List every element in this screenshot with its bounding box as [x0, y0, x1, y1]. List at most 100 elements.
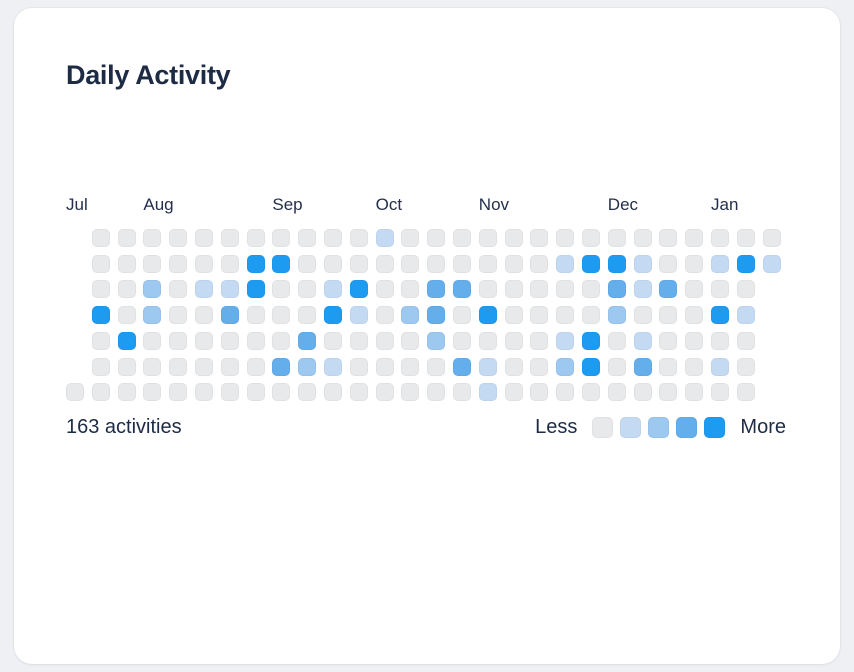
heatmap-cell[interactable] — [349, 357, 368, 376]
heatmap-cell[interactable] — [220, 331, 239, 350]
heatmap-cell[interactable] — [117, 280, 136, 299]
heatmap-cell[interactable] — [349, 280, 368, 299]
heatmap-cell[interactable] — [607, 383, 626, 402]
heatmap-cell[interactable] — [401, 254, 420, 273]
heatmap-cell[interactable] — [607, 357, 626, 376]
heatmap-cell[interactable] — [504, 306, 523, 325]
heatmap-cell[interactable] — [375, 357, 394, 376]
heatmap-cell[interactable] — [349, 229, 368, 247]
heatmap-cell[interactable] — [246, 357, 265, 376]
heatmap-cell[interactable] — [633, 254, 652, 273]
heatmap-cell[interactable] — [375, 306, 394, 325]
heatmap-cell[interactable] — [685, 331, 704, 350]
heatmap-cell[interactable] — [607, 280, 626, 299]
heatmap-cell[interactable] — [324, 357, 342, 376]
heatmap-cell[interactable] — [195, 383, 213, 402]
heatmap-cell[interactable] — [324, 383, 342, 402]
heatmap-cell[interactable] — [427, 331, 446, 350]
heatmap-cell[interactable] — [736, 357, 755, 376]
heatmap-cell[interactable] — [607, 229, 626, 247]
heatmap-cell[interactable] — [427, 254, 446, 273]
heatmap-cell[interactable] — [169, 280, 188, 299]
heatmap-cell[interactable] — [633, 357, 652, 376]
heatmap-cell[interactable] — [427, 280, 446, 299]
heatmap-cell[interactable] — [504, 331, 523, 350]
heatmap-cell[interactable] — [143, 357, 162, 376]
heatmap-cell[interactable] — [685, 280, 704, 299]
heatmap-cell[interactable] — [659, 229, 678, 247]
heatmap-cell[interactable] — [272, 331, 291, 350]
heatmap-cell[interactable] — [375, 280, 394, 299]
heatmap-cell[interactable] — [453, 383, 471, 402]
heatmap-cell[interactable] — [453, 229, 471, 247]
heatmap-cell[interactable] — [530, 229, 549, 247]
heatmap-cell[interactable] — [349, 306, 368, 325]
heatmap-cell[interactable] — [711, 383, 729, 402]
heatmap-cell[interactable] — [607, 306, 626, 325]
heatmap-cell[interactable] — [298, 331, 317, 350]
heatmap-cell[interactable] — [530, 306, 549, 325]
heatmap-cell[interactable] — [298, 229, 317, 247]
heatmap-cell[interactable] — [659, 306, 678, 325]
heatmap-cell[interactable] — [685, 383, 704, 402]
heatmap-cell[interactable] — [246, 280, 265, 299]
heatmap-cell[interactable] — [401, 229, 420, 247]
heatmap-cell[interactable] — [375, 254, 394, 273]
heatmap-cell[interactable] — [169, 357, 188, 376]
heatmap-cell[interactable] — [324, 229, 342, 247]
heatmap-cell[interactable] — [272, 229, 291, 247]
heatmap-cell[interactable] — [736, 229, 755, 247]
heatmap-cell[interactable] — [556, 331, 575, 350]
heatmap-cell[interactable] — [246, 306, 265, 325]
heatmap-cell[interactable] — [143, 331, 162, 350]
heatmap-cell[interactable] — [324, 254, 342, 273]
heatmap-cell[interactable] — [117, 254, 136, 273]
heatmap-cell[interactable] — [659, 254, 678, 273]
heatmap-cell[interactable] — [556, 254, 575, 273]
heatmap-cell[interactable] — [117, 357, 136, 376]
heatmap-cell[interactable] — [453, 280, 471, 299]
heatmap-cell[interactable] — [91, 383, 110, 402]
heatmap-cell[interactable] — [91, 229, 110, 247]
heatmap-cell[interactable] — [143, 280, 162, 299]
heatmap-cell[interactable] — [298, 254, 317, 273]
heatmap-cell[interactable] — [195, 229, 213, 247]
heatmap-cell[interactable] — [633, 331, 652, 350]
heatmap-cell[interactable] — [504, 229, 523, 247]
heatmap-cell[interactable] — [478, 357, 497, 376]
heatmap-cell[interactable] — [427, 357, 446, 376]
heatmap-cell[interactable] — [427, 306, 446, 325]
heatmap-cell[interactable] — [711, 306, 729, 325]
heatmap-cell[interactable] — [478, 331, 497, 350]
heatmap-cell[interactable] — [220, 306, 239, 325]
heatmap-cell[interactable] — [582, 280, 600, 299]
heatmap-cell[interactable] — [324, 280, 342, 299]
heatmap-cell[interactable] — [324, 331, 342, 350]
heatmap-cell[interactable] — [530, 357, 549, 376]
heatmap-cell[interactable] — [117, 331, 136, 350]
heatmap-cell[interactable] — [582, 383, 600, 402]
heatmap-cell[interactable] — [582, 306, 600, 325]
heatmap-cell[interactable] — [220, 383, 239, 402]
heatmap-cell[interactable] — [427, 383, 446, 402]
heatmap-cell[interactable] — [220, 280, 239, 299]
heatmap-cell[interactable] — [298, 357, 317, 376]
heatmap-cell[interactable] — [453, 331, 471, 350]
heatmap-cell[interactable] — [659, 357, 678, 376]
heatmap-cell[interactable] — [117, 383, 136, 402]
heatmap-cell[interactable] — [556, 306, 575, 325]
heatmap-cell[interactable] — [272, 306, 291, 325]
heatmap-cell[interactable] — [143, 383, 162, 402]
heatmap-cell[interactable] — [762, 229, 781, 247]
heatmap-cell[interactable] — [169, 306, 188, 325]
heatmap-cell[interactable] — [195, 357, 213, 376]
heatmap-cell[interactable] — [633, 306, 652, 325]
heatmap-cell[interactable] — [685, 357, 704, 376]
heatmap-cell[interactable] — [272, 357, 291, 376]
heatmap-cell[interactable] — [220, 254, 239, 273]
heatmap-cell[interactable] — [711, 280, 729, 299]
heatmap-cell[interactable] — [272, 254, 291, 273]
heatmap-cell[interactable] — [143, 254, 162, 273]
heatmap-cell[interactable] — [478, 306, 497, 325]
heatmap-cell[interactable] — [736, 383, 755, 402]
